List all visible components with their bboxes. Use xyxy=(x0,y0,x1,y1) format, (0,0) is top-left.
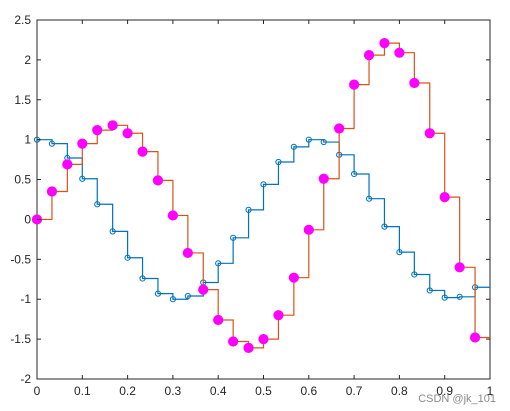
y-tick-label: -1 xyxy=(20,292,31,306)
ticks-layer: 0 0.1 0.2 0.3 0.4 0.5 0.6 0.7 0.8 0.9 1 -2 -1.5 -1 -0.… xyxy=(10,13,493,398)
x-tick-label: 0.3 xyxy=(165,384,182,398)
y-tick-label: -2 xyxy=(20,372,31,386)
x-tick-label: 1 xyxy=(487,384,494,398)
series-2-point xyxy=(167,210,178,221)
series-2-point xyxy=(198,284,209,295)
series-1-point xyxy=(396,249,403,256)
y-tick-label: -0.5 xyxy=(10,252,31,266)
series-2-point xyxy=(182,247,193,259)
x-tick-label: 0.8 xyxy=(391,384,408,398)
series-2-point xyxy=(349,79,360,90)
series-1-point xyxy=(290,143,297,150)
series-2-point xyxy=(122,128,133,139)
series-2-point xyxy=(228,336,239,347)
series-2-point xyxy=(454,262,465,273)
x-tick-label: 0.2 xyxy=(119,384,136,398)
series-1-point xyxy=(184,292,191,300)
series-1-point xyxy=(426,287,433,294)
series-1-stairs xyxy=(37,139,490,300)
series-2-point xyxy=(258,334,269,345)
x-tick-label: 0.9 xyxy=(436,384,453,398)
series-2-point xyxy=(273,310,284,321)
series-1-point xyxy=(411,271,418,278)
series-2-point xyxy=(439,192,450,203)
x-tick-label: 0.7 xyxy=(346,384,363,398)
series-2-point xyxy=(469,332,481,343)
x-tick-label: 0.5 xyxy=(255,384,272,398)
series-1-point xyxy=(275,158,282,166)
y-tick-label: -1.5 xyxy=(10,332,31,346)
series-1-point xyxy=(215,260,222,267)
series-2-point xyxy=(424,128,435,139)
series-1-point xyxy=(441,294,448,301)
series-1-point xyxy=(154,290,162,297)
series-1-point xyxy=(48,140,56,147)
series-1-point xyxy=(139,275,146,282)
series-layer xyxy=(31,38,490,353)
series-2-point xyxy=(77,138,88,149)
series-1-point xyxy=(124,254,131,261)
series-2-point xyxy=(92,124,103,136)
x-tick-label: 0.1 xyxy=(74,384,91,398)
series-1-point xyxy=(169,296,176,303)
x-tick-label: 0.4 xyxy=(210,384,227,398)
series-1-point xyxy=(109,228,116,235)
series-2-point xyxy=(409,77,420,89)
series-1-point xyxy=(260,181,267,188)
y-tick-label: 0 xyxy=(24,212,31,226)
series-2-point xyxy=(288,272,299,283)
series-1-point xyxy=(320,138,327,146)
watermark: CSDN @jk_101 xyxy=(418,393,496,405)
series-1-point xyxy=(365,195,373,202)
series-1-point xyxy=(79,175,86,182)
series-2-point xyxy=(334,123,345,134)
series-2-point xyxy=(318,173,329,184)
series-2-point xyxy=(213,314,224,326)
series-2-point xyxy=(243,342,254,353)
series-2-point xyxy=(46,186,58,197)
series-2-point xyxy=(394,47,405,58)
x-tick-label: 0 xyxy=(34,384,41,398)
y-tick-label: 2.5 xyxy=(14,13,31,27)
series-1-point xyxy=(94,201,101,208)
y-tick-label: 1.5 xyxy=(14,93,31,107)
series-2-point xyxy=(303,224,314,235)
series-2-point xyxy=(62,159,73,170)
series-1-point xyxy=(305,136,312,143)
series-2-point xyxy=(137,146,148,157)
series-2-point xyxy=(152,175,164,186)
x-tick-label: 0.6 xyxy=(300,384,317,398)
y-tick-label: 0.5 xyxy=(14,173,31,187)
y-tick-label: 2 xyxy=(24,53,31,67)
series-2-point xyxy=(107,120,118,131)
series-1-point xyxy=(351,170,358,178)
series-1-point xyxy=(245,206,252,213)
series-1-point xyxy=(230,234,237,241)
series-1-point xyxy=(381,223,388,230)
series-1-point xyxy=(456,293,463,300)
series-2-point xyxy=(379,38,390,49)
y-tick-label: 1 xyxy=(24,133,31,147)
series-2-point xyxy=(363,50,375,61)
